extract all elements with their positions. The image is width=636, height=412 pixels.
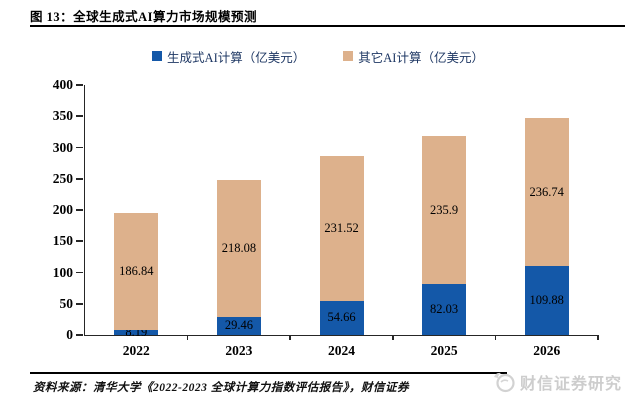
bar-segment-generative-ai: 82.03 — [422, 283, 467, 335]
bar-value-label: 236.74 — [529, 184, 564, 199]
bar-value-label: 231.52 — [324, 221, 359, 235]
y-axis-tick — [76, 334, 84, 336]
bar-segment-generative-ai: 29.46 — [216, 316, 261, 335]
bar-segment-generative-ai: 109.88 — [524, 266, 569, 335]
y-axis-tick — [76, 302, 84, 305]
legend-item-generative-ai: 生成式AI计算（亿美元） — [152, 47, 305, 66]
chart-legend: 生成式AI计算（亿美元） 其它AI计算（亿美元） — [0, 47, 636, 66]
y-axis-tick — [76, 177, 84, 180]
bar-segment-generative-ai: 8.19 — [114, 325, 159, 339]
legend-label-generative-ai: 生成式AI计算（亿美元） — [167, 50, 306, 65]
brand-watermark: 财信证券研究 — [491, 367, 631, 397]
brand-watermark-text: 财信证券研究 — [520, 376, 623, 393]
title-divider — [30, 25, 625, 27]
y-axis-tick-label: 400 — [52, 77, 73, 92]
y-axis-tick — [76, 271, 84, 274]
bar-value-label: 186.84 — [119, 264, 154, 278]
x-axis-label: 2026 — [533, 343, 561, 358]
figure-title: 图 13：全球生成式AI算力市场规模预测 — [30, 10, 258, 24]
legend-label-other-ai: 其它AI计算（亿美元） — [358, 50, 484, 65]
plot-area: 0 50 100 150 200 250 300 350 400 8.19 186.84 2022 29… — [53, 77, 599, 358]
y-axis-tick — [76, 115, 84, 118]
x-axis-tick — [392, 335, 394, 340]
source-note: 资料来源：清华大学《2022-2023 全球计算力指数评估报告》，财信证券 — [33, 382, 409, 394]
y-axis-tick-label: 0 — [66, 327, 73, 342]
x-axis-label: 2024 — [328, 343, 355, 358]
y-axis-tick — [76, 240, 84, 243]
y-axis-tick-label: 350 — [52, 108, 73, 124]
bar-value-label: 54.66 — [327, 310, 356, 325]
y-axis-tick-label: 250 — [52, 170, 73, 186]
y-axis-tick-label: 100 — [52, 264, 73, 280]
x-axis-tick — [186, 335, 189, 340]
bar-segment-other-ai: 235.9 — [422, 136, 467, 284]
y-axis-tick-label: 200 — [52, 202, 73, 217]
y-axis-tick-label: 150 — [52, 233, 73, 249]
legend-item-other-ai: 其它AI计算（亿美元） — [343, 47, 484, 66]
y-axis-tick-label: 300 — [52, 139, 73, 155]
bar-segment-other-ai: 218.08 — [216, 180, 261, 317]
bar-value-label: 8.19 — [125, 324, 148, 339]
legend-swatch-tan-icon — [343, 51, 354, 61]
x-axis-label: 2022 — [122, 343, 150, 358]
bar-segment-generative-ai: 54.66 — [319, 300, 364, 335]
bar-value-label: 218.08 — [221, 240, 257, 255]
y-axis-tick — [76, 209, 84, 211]
x-axis-label: 2025 — [430, 343, 458, 358]
x-axis-label: 2023 — [225, 343, 253, 358]
x-axis-tick — [597, 335, 599, 340]
bar-value-label: 235.9 — [430, 202, 459, 217]
bar-value-label: 109.88 — [529, 293, 564, 308]
bar-segment-other-ai: 231.52 — [319, 156, 364, 301]
y-axis-tick — [76, 84, 84, 86]
bar-segment-other-ai: 186.84 — [114, 213, 159, 330]
y-axis-tick — [76, 146, 84, 149]
legend-swatch-blue-icon — [152, 51, 163, 61]
bar-value-label: 82.03 — [430, 301, 459, 316]
bar-segment-other-ai: 236.74 — [524, 118, 569, 267]
x-axis-tick — [289, 335, 291, 340]
x-axis-tick — [494, 335, 497, 340]
brand-logo-icon — [494, 372, 515, 393]
y-axis-tick-label: 50 — [59, 295, 74, 311]
bar-value-label: 29.46 — [224, 318, 253, 333]
footer-divider — [30, 372, 507, 374]
